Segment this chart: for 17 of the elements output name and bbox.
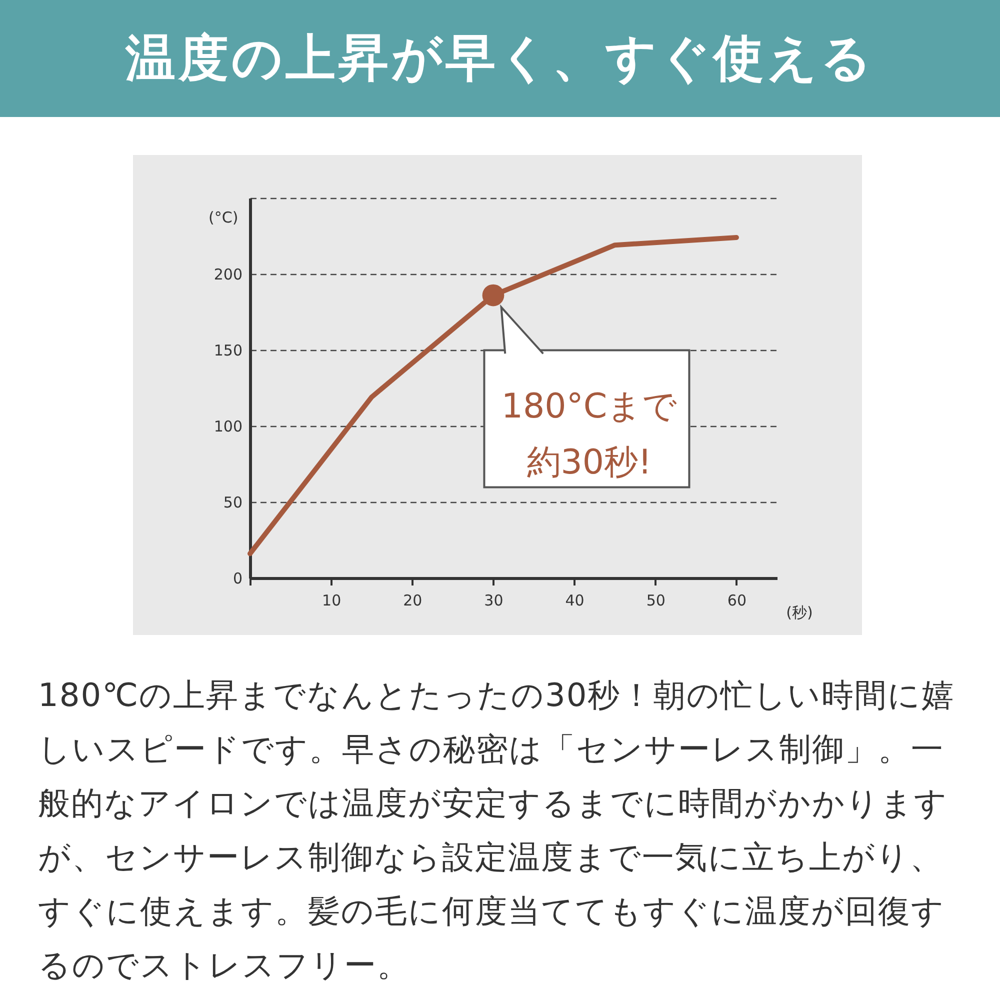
y-tick-label: 100: [214, 418, 242, 436]
y-axis-title: (°C): [208, 208, 238, 226]
x-axis-title: (秒): [786, 604, 813, 622]
x-tick-label: 30: [484, 592, 504, 610]
annotation: 約30秒!: [526, 442, 652, 482]
x-tick-label: 20: [403, 592, 422, 610]
x-tick-label: 50: [646, 592, 666, 610]
text: 180℃の上昇までなんとたったの30秒！朝の忙しい時間に嬉しいスピードです。早さの秘密は「センサーレス制御」。一般的なアイロンでは温度が安定するまでに時間がかかりますが、センサーレス制御なら設定温度まで一気に立ち上がり、すぐに使えます。髪の毛に何度当ててもすぐに温度が回復するのでストレスフリー。: [38, 675, 956, 986]
y-tick-label: 0: [232, 570, 242, 588]
y-tick-label: 200: [214, 266, 242, 284]
annotation: 180°Cまで: [501, 386, 678, 426]
x-tick-label: 60: [727, 592, 747, 610]
x-tick-label: 10: [322, 592, 342, 610]
y-tick-label: 150: [214, 342, 242, 360]
chart-title: 温度の上昇が早く、すぐ使える: [0, 0, 1000, 117]
x-tick-label: 40: [565, 592, 584, 610]
y-tick-label: 50: [223, 494, 242, 512]
